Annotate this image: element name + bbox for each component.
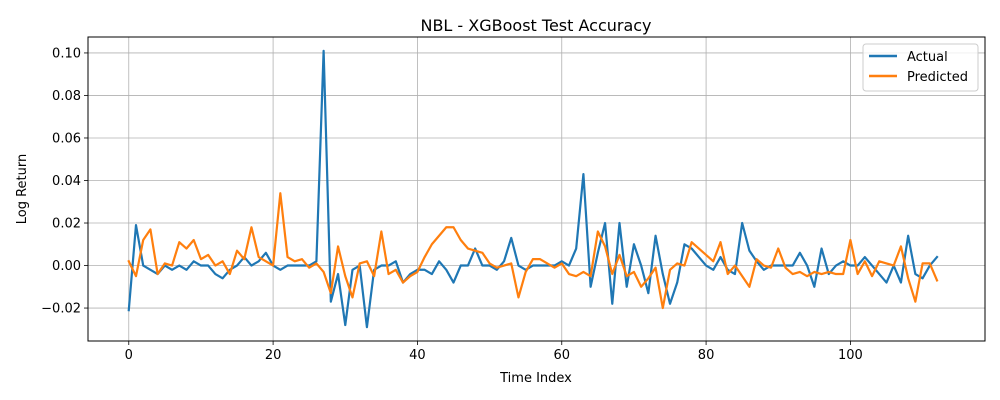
y-axis-ticks: −0.02 0.00 0.02 0.04 0.06 0.08 0.10 — [41, 46, 88, 317]
x-tick-label: 100 — [838, 348, 863, 363]
x-tick-label: 40 — [409, 348, 426, 363]
series-line-predicted — [127, 192, 939, 310]
legend: Actual Predicted — [862, 43, 979, 92]
x-tick-label: 80 — [698, 348, 715, 363]
x-axis-title: Time Index — [499, 371, 572, 386]
y-tick-label: −0.02 — [41, 302, 81, 317]
x-tick-label: 20 — [265, 348, 282, 363]
y-tick-label: 0.06 — [52, 131, 81, 146]
plot-area-frame — [87, 36, 986, 342]
plot-series — [127, 49, 939, 329]
y-tick-label: 0.00 — [52, 259, 81, 274]
legend-label-actual: Actual — [907, 50, 948, 65]
series-line-actual — [127, 49, 939, 329]
chart-title: NBL - XGBoost Test Accuracy — [420, 16, 651, 35]
y-tick-label: 0.10 — [52, 46, 81, 61]
grid-lines — [88, 37, 985, 341]
x-tick-label: 60 — [553, 348, 570, 363]
y-tick-label: 0.04 — [52, 174, 81, 189]
legend-label-predicted: Predicted — [907, 70, 968, 85]
y-tick-label: 0.02 — [52, 217, 81, 232]
y-axis-title: Log Return — [15, 154, 30, 225]
x-tick-label: 0 — [125, 348, 133, 363]
y-tick-label: 0.08 — [52, 89, 81, 104]
x-axis-ticks: 0 20 40 60 80 100 — [125, 341, 863, 363]
